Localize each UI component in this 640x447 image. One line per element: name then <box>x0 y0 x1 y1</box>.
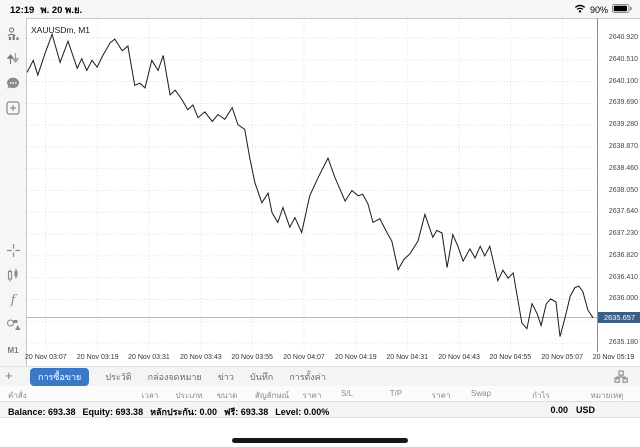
time-axis-label: 20 Nov 03:43 <box>180 354 222 361</box>
price-axis-label: 2638.050 <box>608 186 638 194</box>
indicators-icon[interactable]: f <box>10 292 16 308</box>
account-field: Balance: 693.38 <box>8 407 76 417</box>
profit-value: 0.00 <box>550 405 568 415</box>
tab-6[interactable]: การตั้งค่า <box>289 372 326 382</box>
column-header: คำสั่ง <box>8 391 27 400</box>
objects-icon[interactable] <box>0 315 26 335</box>
time-axis-label: 20 Nov 05:07 <box>541 354 584 361</box>
battery-percent: 90% <box>589 4 608 15</box>
account-fields: Balance: 693.38 Equity: 693.38 หลักประกัน:… <box>8 405 336 419</box>
timeframe-button[interactable]: M1 <box>0 340 26 360</box>
price-axis-label: 2638.870 <box>608 142 638 150</box>
price-line-series <box>27 32 594 337</box>
account-field: ฟรี: 693.38 <box>223 407 269 417</box>
account-field: Level: 0.00% <box>275 407 330 417</box>
column-header: T/P <box>389 389 403 398</box>
tabs-list: การซื้อขาย ประวัติ กล่องจดหมาย ข่าว บันทึก กา… <box>30 367 326 387</box>
column-header: หมายเหตุ <box>590 391 624 400</box>
profit-currency: USD <box>575 405 595 415</box>
time-axis-label: 20 Nov 04:31 <box>386 354 429 361</box>
price-axis-label: 2640.920 <box>608 34 638 41</box>
time-axis-label: 20 Nov 04:19 <box>335 354 377 361</box>
orders-table-header: คำสั่ง เวลา ประเภท ขนาด สัญลักษณ์ ราคา S/L T/P ร… <box>0 386 640 402</box>
account-summary-row: Balance: 693.38 Equity: 693.38 หลักประกัน:… <box>0 402 640 418</box>
price-axis-label: 2637.230 <box>608 230 638 238</box>
time-axis-label: 20 Nov 04:43 <box>438 354 480 361</box>
chat-icon[interactable] <box>0 73 26 93</box>
price-axis-label: 2639.280 <box>608 121 638 129</box>
date-text: พ. 20 พ.ย. <box>40 5 83 16</box>
current-price-badge: 2635.657 <box>598 312 640 324</box>
column-header: ประเภท <box>175 391 203 400</box>
column-header: กำไร <box>532 391 550 400</box>
new-chart-icon[interactable] <box>0 98 26 118</box>
crosshair-icon[interactable] <box>0 240 26 260</box>
time-axis-label: 20 Nov 03:55 <box>231 354 273 361</box>
clock-text: 12:19 <box>10 5 35 16</box>
account-field: Equity: 693.38 <box>82 407 144 417</box>
trade-arrows-icon[interactable] <box>0 48 26 68</box>
time-axis-label: 20 Nov 05:19 <box>592 354 635 361</box>
status-bar: 12:19 พ. 20 พ.ย. 90% <box>0 0 640 18</box>
column-header: S/L <box>340 389 354 398</box>
column-header: ขนาด <box>216 391 238 400</box>
trade-panel-tabs-row: + การซื้อขาย ประวัติ กล่องจดหมาย ข่าว บันทึก… <box>0 366 640 386</box>
time-axis-label: 20 Nov 03:07 <box>24 354 67 361</box>
time-axis-label: 20 Nov 03:31 <box>128 354 170 361</box>
price-axis-label: 2636.000 <box>608 295 638 303</box>
chart-canvas <box>27 19 597 353</box>
account-field: หลักประกัน: 0.00 <box>150 407 217 417</box>
battery-icon <box>612 3 632 16</box>
accounts-icon[interactable] <box>0 23 26 43</box>
price-axis-label: 2638.460 <box>608 164 638 172</box>
tab-4[interactable]: ข่าว <box>217 372 234 382</box>
price-axis-label: 2637.640 <box>608 208 638 216</box>
home-indicator <box>232 438 408 443</box>
time-axis-label: 20 Nov 04:07 <box>283 354 325 361</box>
time-axis-label: 20 Nov 04:55 <box>489 354 532 361</box>
price-axis-label: 2640.510 <box>608 55 638 63</box>
wifi-icon <box>574 3 586 16</box>
tab-1[interactable]: การซื้อขาย <box>30 368 90 386</box>
price-axis-label: 2636.820 <box>608 251 638 259</box>
column-header: Swap <box>470 389 492 398</box>
timeframe-label: M1 <box>7 345 19 355</box>
profit-group: 0.00 USD <box>550 405 595 415</box>
column-header: เวลา <box>141 391 159 400</box>
time-axis-label: 20 Nov 03:19 <box>76 354 119 361</box>
price-axis-label: 2639.690 <box>608 99 638 107</box>
status-indicators: 90% <box>574 3 632 16</box>
status-time-date: 12:19 พ. 20 พ.ย. <box>10 3 82 18</box>
price-axis-label: 2640.100 <box>608 77 638 85</box>
left-toolbar: f M1 <box>0 18 27 366</box>
chart-symbol-label: XAUUSDm, M1 <box>31 25 91 35</box>
column-header: ราคา <box>431 391 451 400</box>
price-axis[interactable]: 2640.920 2640.510 2640.100 2639.690 2639.280… <box>597 18 640 352</box>
price-axis-label: 2636.410 <box>608 273 638 281</box>
column-header: ราคา <box>302 391 322 400</box>
tab-2[interactable]: ประวัติ <box>105 372 132 382</box>
add-icon[interactable]: + <box>5 368 13 383</box>
tab-3[interactable]: กล่องจดหมาย <box>147 372 202 382</box>
candles-icon[interactable] <box>0 265 26 285</box>
time-axis[interactable]: 20 Nov 03:07 20 Nov 03:19 20 Nov 03:31 20 N… <box>24 352 640 366</box>
sort-icon[interactable] <box>614 370 628 388</box>
price-axis-label: 2635.180 <box>608 339 638 346</box>
column-header: สัญลักษณ์ <box>254 391 290 400</box>
tab-5[interactable]: บันทึก <box>249 372 274 382</box>
price-chart[interactable]: XAUUSDm, M1 <box>27 18 597 353</box>
